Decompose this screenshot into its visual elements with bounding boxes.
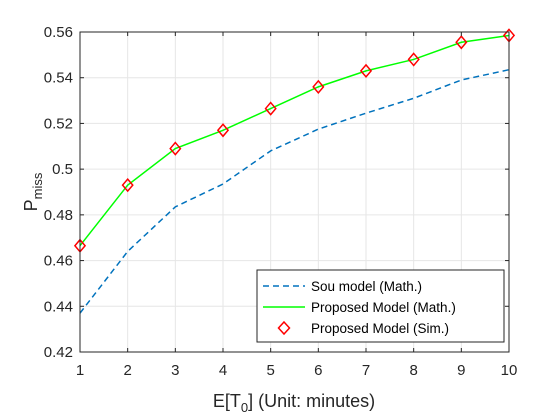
series-marker-2 (216, 123, 230, 138)
legend-label-sou-model: Sou model (Math.) (311, 279, 422, 294)
series-layer (73, 28, 516, 314)
series-line-0 (79, 68, 510, 314)
x-tick-label: 7 (362, 362, 370, 379)
x-axis-label-suffix: ] (Unit: minutes) (248, 391, 375, 411)
series-marker-2 (407, 52, 420, 67)
x-tick-label: 4 (219, 362, 227, 379)
legend-swatch-proposed-sim (277, 320, 291, 336)
series-marker-2 (169, 141, 182, 156)
x-axis-label-subscript: 0 (241, 400, 248, 415)
plot-frame (79, 31, 510, 353)
y-tick-label: 0.52 (44, 115, 73, 132)
x-tick-label: 8 (409, 362, 417, 379)
y-tick-label: 0.56 (44, 24, 73, 41)
series-line-1 (79, 34, 510, 247)
series-marker-2 (359, 63, 373, 79)
x-axis-label: E[T0] (Unit: minutes) (213, 391, 375, 415)
x-tick-label: 9 (457, 362, 465, 379)
y-axis-label-subscript: miss (30, 172, 45, 199)
series-marker-2 (264, 101, 277, 116)
y-tick-label: 0.44 (44, 298, 73, 315)
y-tick-label: 0.5 (52, 161, 73, 178)
x-tick-label: 3 (171, 362, 179, 379)
y-axis-label-main: P (21, 199, 41, 211)
x-tick-label: 6 (314, 362, 322, 379)
series-marker-2 (312, 79, 325, 95)
x-axis-label-prefix: E[T (213, 391, 241, 411)
legend-box (256, 269, 505, 343)
tick-marks (79, 31, 510, 353)
y-tick-label: 0.46 (44, 253, 73, 270)
series-marker-2 (455, 35, 468, 50)
x-tick-label: 1 (76, 362, 84, 379)
y-axis-label: Pmiss (21, 172, 45, 211)
legend-label-proposed-math: Proposed Model (Math.) (311, 300, 456, 315)
x-tick-label: 10 (501, 362, 518, 379)
y-tick-label: 0.54 (44, 70, 73, 87)
series-marker-2 (121, 177, 134, 193)
x-tick-label: 5 (266, 362, 274, 379)
legend-label-proposed-sim: Proposed Model (Sim.) (311, 321, 449, 336)
legend: Sou model (Math.) Proposed Model (Math.)… (256, 269, 505, 343)
y-tick-label: 0.48 (44, 207, 73, 224)
y-tick-label: 0.42 (44, 344, 73, 361)
tick-labels: 1 2 3 4 5 6 7 8 9 10 0.42 0.44 0.46 0.48 0.5 0.52 0.54 0.… (44, 24, 518, 379)
x-tick-label: 2 (123, 362, 131, 379)
